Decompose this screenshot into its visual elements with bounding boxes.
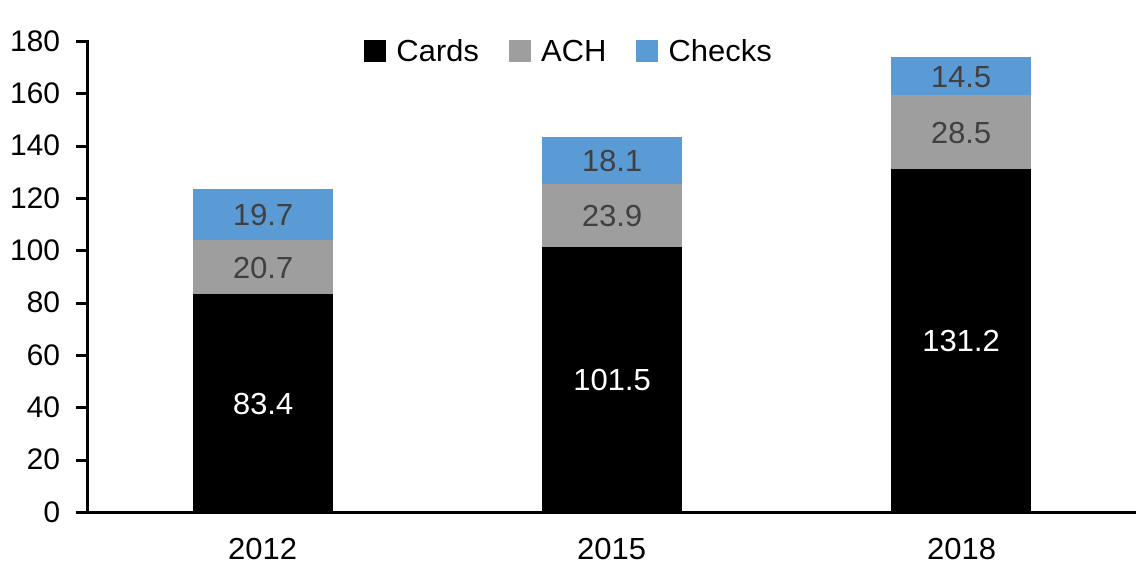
bar-segment-checks-2018: 14.5 [891, 57, 1031, 95]
bar-segment-cards-2012: 83.4 [193, 294, 333, 512]
y-axis-tick-mark [76, 511, 87, 514]
y-axis-tick-mark [76, 249, 87, 252]
legend-swatch-icon [364, 40, 387, 62]
legend-label: Cards [396, 33, 479, 68]
bar-segment-checks-2012: 19.7 [193, 189, 333, 240]
y-axis-tick-label: 0 [43, 496, 60, 529]
bar-value-label: 131.2 [922, 323, 1000, 358]
y-axis-tick-label: 60 [26, 339, 60, 372]
legend-item-ach: ACH [508, 33, 607, 68]
legend-swatch-icon [636, 40, 659, 62]
y-axis-tick-label: 40 [26, 391, 60, 424]
y-axis-tick-mark [76, 92, 87, 95]
bar-segment-cards-2018: 131.2 [891, 169, 1031, 512]
bar-value-label: 28.5 [930, 114, 992, 150]
bar-value-label: 14.5 [930, 58, 992, 94]
x-axis-category-label: 2015 [577, 531, 646, 566]
chart-legend: Cards ACH Checks [0, 34, 1136, 68]
bar-value-label: 83.4 [232, 385, 294, 421]
y-axis-tick-label: 100 [9, 234, 60, 267]
y-axis-tick-label: 180 [9, 25, 60, 58]
y-axis-tick-label: 160 [9, 77, 60, 110]
bar-segment-ach-2012: 20.7 [193, 240, 333, 294]
y-axis-tick-mark [76, 459, 87, 462]
bar-segment-ach-2015: 23.9 [542, 184, 682, 247]
x-axis-category-label: 2012 [228, 531, 297, 566]
y-axis-tick-mark [76, 145, 87, 148]
bar-segment-ach-2018: 28.5 [891, 95, 1031, 169]
bar-value-label: 23.9 [581, 198, 643, 233]
legend-item-cards: Cards [364, 34, 479, 68]
legend-item-checks: Checks [636, 33, 772, 68]
y-axis-tick-label: 20 [26, 443, 60, 476]
bar-segment-cards-2015: 101.5 [542, 247, 682, 512]
legend-label: Checks [668, 33, 772, 68]
y-axis-tick-mark [76, 302, 87, 305]
y-axis-tick-mark [76, 40, 87, 43]
legend-swatch-icon [508, 40, 531, 62]
bar-value-label: 20.7 [232, 249, 294, 285]
y-axis-tick-mark [76, 354, 87, 357]
y-axis-tick-mark [76, 406, 87, 409]
x-axis-line [77, 511, 1136, 514]
y-axis-tick-label: 80 [26, 286, 60, 319]
bar-value-label: 101.5 [573, 362, 651, 397]
bar-value-label: 19.7 [232, 197, 294, 232]
y-axis-tick-label: 140 [9, 129, 60, 162]
bar-value-label: 18.1 [581, 143, 643, 178]
y-axis-line [86, 40, 89, 514]
legend-label: ACH [540, 33, 607, 68]
y-axis-tick-mark [76, 197, 87, 200]
bar-segment-checks-2015: 18.1 [542, 137, 682, 184]
y-axis-tick-label: 120 [9, 182, 60, 215]
x-axis-category-label: 2018 [927, 531, 996, 566]
